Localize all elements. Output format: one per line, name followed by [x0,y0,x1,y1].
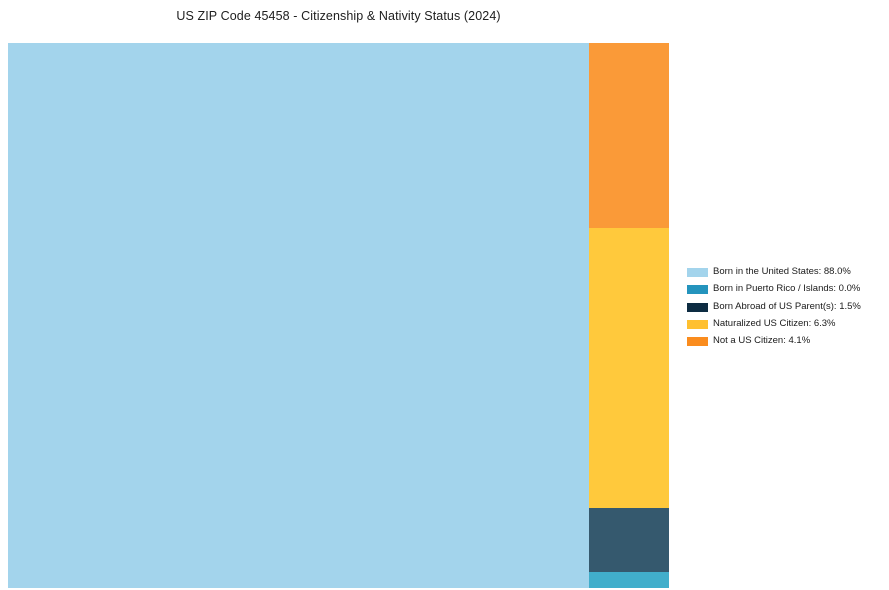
legend-item-label: Not a US Citizen: 4.1% [713,335,811,347]
legend-item-label: Born Abroad of US Parent(s): 1.5% [713,300,861,312]
treemap-tile-naturalized-us-citizen[interactable] [589,228,669,509]
legend-swatch-icon [687,337,708,347]
treemap-column-other [589,43,669,588]
legend-item-naturalized-us-citizen[interactable]: Naturalized US Citizen: 6.3% [687,316,883,333]
legend-item-label: Naturalized US Citizen: 6.3% [713,317,836,329]
legend-item-label: Born in the United States: 88.0% [713,266,851,277]
legend: Born in the United States: 88.0% Born in… [687,264,883,350]
legend-swatch-icon [687,268,708,277]
legend-item-label: Born in Puerto Rico / Islands: 0.0% [713,283,861,295]
legend-item-born-abroad-of-us-parents[interactable]: Born Abroad of US Parent(s): 1.5% [687,299,883,316]
treemap-tile-born-in-puerto-rico-islands[interactable] [589,571,669,588]
legend-swatch-icon [687,319,708,329]
treemap-plot-area [8,43,669,588]
treemap-tile-born-in-the-united-states[interactable] [8,43,589,588]
legend-swatch-icon [687,285,708,295]
treemap-tile-born-abroad-of-us-parents[interactable] [589,507,669,572]
page-title: US ZIP Code 45458 - Citizenship & Nativi… [176,9,501,23]
treemap-column-native [8,43,589,588]
treemap-tile-not-a-us-citizen[interactable] [589,43,669,229]
legend-swatch-icon [687,302,708,312]
legend-item-born-in-puerto-rico-islands[interactable]: Born in Puerto Rico / Islands: 0.0% [687,281,883,298]
legend-item-born-in-the-united-states[interactable]: Born in the United States: 88.0% [687,264,883,281]
legend-item-not-a-us-citizen[interactable]: Not a US Citizen: 4.1% [687,333,883,350]
